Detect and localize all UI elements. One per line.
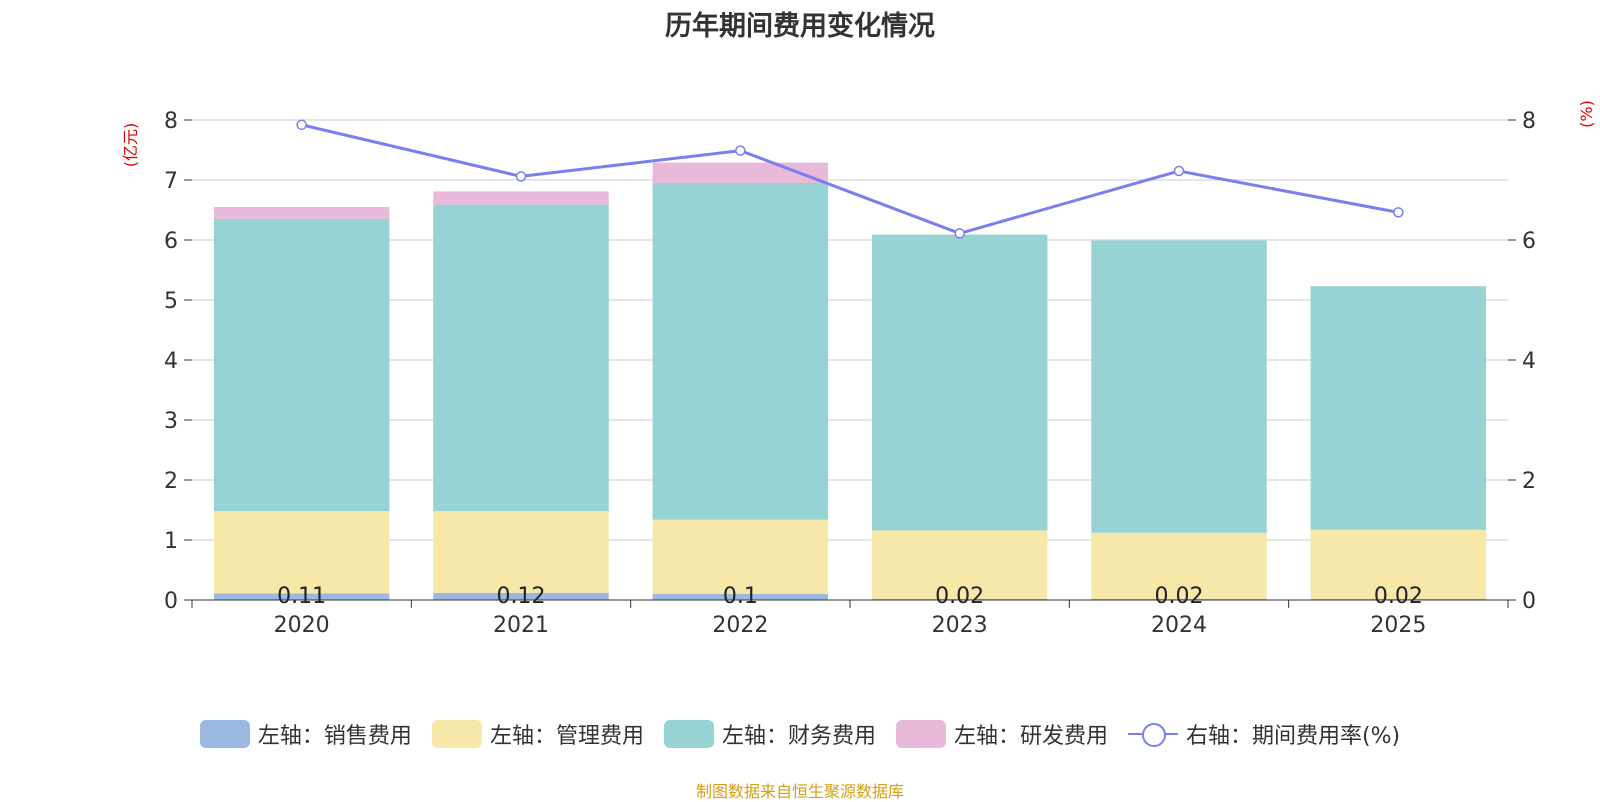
y-left-tick-label: 6: [164, 229, 178, 254]
data-label: 0.12: [497, 584, 546, 609]
data-label: 0.02: [1155, 584, 1204, 609]
bar-segment: [1091, 240, 1267, 533]
bar-segment: [1091, 598, 1267, 600]
y-right-axis-label: (%): [1577, 100, 1596, 128]
bar-segment: [213, 219, 390, 512]
bar-segment: [1310, 529, 1487, 599]
bar-segment: [871, 530, 1048, 599]
x-tick-label: 2021: [493, 613, 549, 638]
bar-segment: [652, 594, 829, 600]
legend-swatch-icon: [663, 720, 714, 748]
legend-item[interactable]: 右轴：期间费用率(%): [1127, 718, 1401, 750]
legend-label: 左轴：销售费用: [257, 724, 412, 749]
footer-source: 制图数据来自恒生聚源数据库: [695, 782, 904, 801]
legend-label: 左轴：管理费用: [489, 724, 644, 749]
bar-segment: [213, 593, 390, 600]
y-right-tick-label: 8: [1522, 109, 1536, 134]
y-left-tick-label: 1: [164, 529, 178, 554]
y-left-tick-label: 8: [164, 109, 178, 134]
data-label: 0.02: [935, 584, 984, 609]
legend-item[interactable]: 左轴：财务费用: [663, 718, 876, 750]
bar-segment: [1310, 598, 1487, 600]
legend-item[interactable]: 左轴：研发费用: [895, 718, 1108, 750]
legend: 左轴：销售费用 左轴：管理费用 左轴：财务费用 左轴：研发费用 右轴：期间费用率(%): [0, 718, 1600, 750]
x-tick-label: 2020: [274, 613, 330, 638]
y-left-tick-label: 2: [164, 469, 178, 494]
x-tick-label: 2023: [932, 613, 988, 638]
x-tick-label: 2022: [712, 613, 768, 638]
data-label: 0.11: [277, 584, 326, 609]
data-label: 0.1: [723, 584, 758, 609]
bar-segment: [871, 598, 1048, 600]
y-left-axis-label: (亿元): [121, 123, 140, 168]
legend-label: 左轴：财务费用: [721, 724, 876, 749]
rate-point: [735, 145, 746, 156]
bar-segment: [652, 519, 829, 594]
y-left-tick-label: 0: [164, 589, 178, 614]
legend-label: 右轴：期间费用率(%): [1185, 724, 1401, 749]
bar-segment: [871, 234, 1048, 531]
legend-swatch-icon: [431, 720, 482, 748]
y-left-tick-label: 3: [164, 409, 178, 434]
data-label: 0.02: [1374, 584, 1423, 609]
legend-line-marker-icon: [1127, 720, 1178, 748]
legend-label: 左轴：研发费用: [953, 724, 1108, 749]
y-left-tick-label: 5: [164, 289, 178, 314]
bar-segment: [1091, 532, 1267, 599]
bar-segment: [213, 207, 390, 219]
x-tick-label: 2025: [1370, 613, 1426, 638]
bar-segment: [433, 592, 609, 600]
y-right-tick-label: 2: [1522, 469, 1536, 494]
y-right-tick-label: 0: [1522, 589, 1536, 614]
legend-item[interactable]: 左轴：管理费用: [431, 718, 644, 750]
bar-segment: [652, 183, 829, 520]
rate-line: [301, 123, 1399, 235]
y-right-tick-label: 4: [1522, 349, 1536, 374]
rate-point: [1173, 165, 1185, 177]
rate-point: [954, 228, 965, 239]
chart-title: 历年期间费用变化情况: [665, 11, 935, 42]
chart-area: 0 1 2 3 4 5 6 7 8 0 2 4 6 8 (亿元) (%) 0.11 0.12 0.1 0.02 0.02…: [121, 100, 1596, 638]
rate-point: [1393, 207, 1404, 218]
legend-swatch-icon: [199, 720, 250, 748]
legend-item[interactable]: 左轴：销售费用: [199, 718, 412, 750]
bar-segment: [1310, 286, 1487, 530]
bar-segment: [433, 191, 609, 205]
y-left-tick-label: 7: [164, 169, 178, 194]
bar-segment: [433, 511, 609, 593]
rate-point: [296, 119, 307, 131]
y-right-tick-label: 6: [1522, 229, 1536, 254]
rate-point: [515, 171, 527, 182]
bar-segment: [433, 204, 609, 512]
legend-swatch-icon: [895, 720, 946, 748]
x-tick-label: 2024: [1151, 613, 1207, 638]
bar-segment: [213, 511, 390, 594]
y-left-tick-label: 4: [164, 349, 178, 374]
